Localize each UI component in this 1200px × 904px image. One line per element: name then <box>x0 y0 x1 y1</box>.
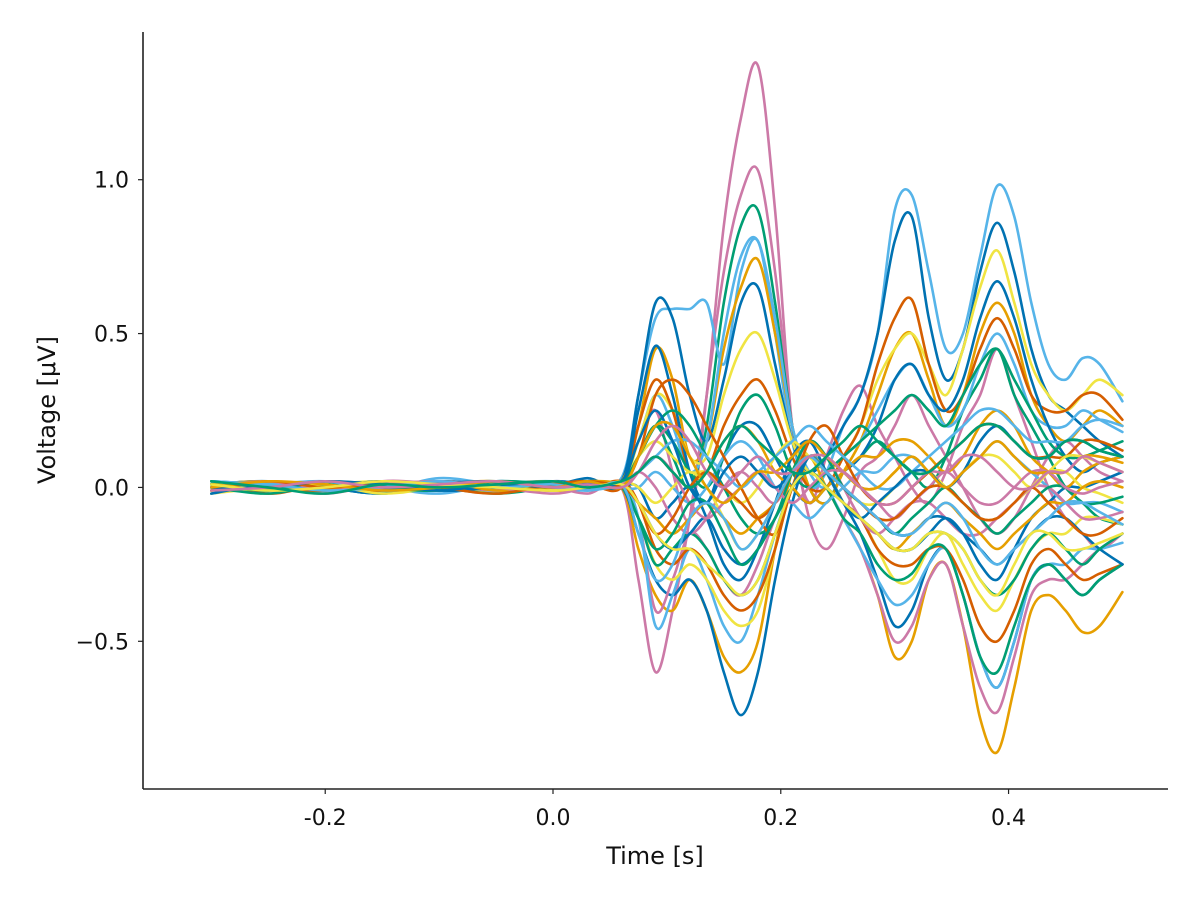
y-tick-label-4: 1.0 <box>94 169 129 194</box>
y-tick-label-2: 0.0 <box>94 476 129 501</box>
x-tick-label-2: 0.0 <box>536 806 571 831</box>
y-tick-label-3: 0.5 <box>94 323 129 348</box>
series-line-38 <box>210 422 1124 495</box>
x-tick-label-1: -0.2 <box>304 806 347 831</box>
x-tick-label-4: 0.4 <box>991 806 1026 831</box>
series-layer <box>210 61 1124 755</box>
y-axis-ticks: −0.5 0.0 0.5 1.0 <box>76 169 143 655</box>
series-line-29 <box>210 453 1124 551</box>
x-tick-label-3: 0.2 <box>763 806 798 831</box>
series-line-36 <box>210 470 1124 597</box>
y-axis-label: Voltage [μV] <box>33 336 61 484</box>
series-line-28 <box>210 455 1124 551</box>
y-tick-label-1: −0.5 <box>76 630 129 655</box>
series-line-37 <box>210 424 1124 507</box>
x-axis-ticks: -0.2 0.0 0.2 0.4 <box>304 789 1026 831</box>
series-line-34 <box>210 455 1124 583</box>
x-axis-label: Time [s] <box>605 842 704 870</box>
series-line-30 <box>210 455 1124 520</box>
